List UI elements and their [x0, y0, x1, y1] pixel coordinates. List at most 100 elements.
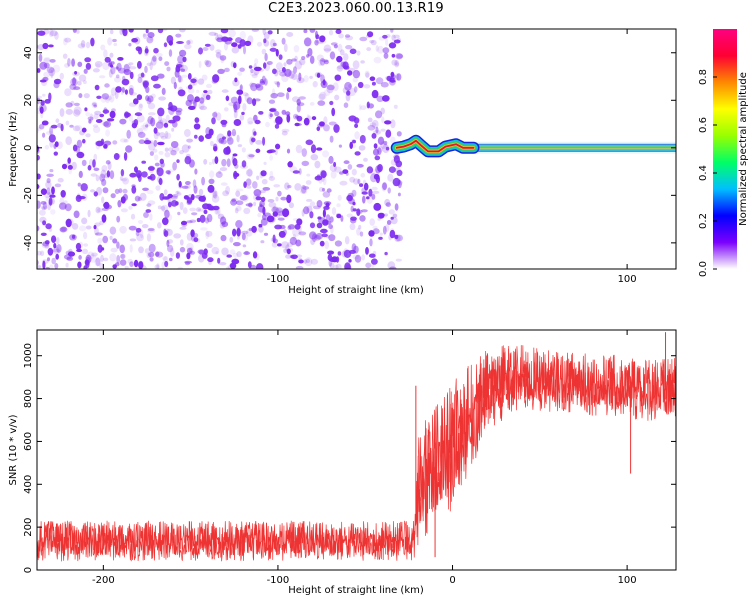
- noise-blob: [344, 34, 351, 38]
- noise-blob: [309, 102, 315, 106]
- noise-blob: [136, 127, 144, 135]
- noise-blob: [336, 213, 342, 219]
- noise-blob: [237, 144, 243, 148]
- noise-blob: [156, 167, 160, 173]
- noise-blob: [124, 111, 130, 119]
- noise-blob: [124, 89, 128, 95]
- noise-blob: [116, 215, 121, 223]
- noise-blob: [309, 75, 313, 79]
- noise-blob: [60, 123, 64, 132]
- noise-blob: [382, 34, 388, 39]
- noise-blob: [384, 224, 390, 232]
- noise-blob: [220, 182, 228, 186]
- noise-blob: [205, 230, 213, 237]
- noise-blob: [99, 262, 104, 269]
- noise-blob: [37, 44, 45, 51]
- noise-blob: [40, 250, 45, 257]
- noise-blob: [74, 124, 83, 132]
- noise-blob: [382, 47, 390, 54]
- noise-blob: [150, 75, 159, 82]
- noise-blob: [186, 220, 193, 224]
- noise-blob: [322, 209, 326, 218]
- noise-blob: [371, 119, 379, 129]
- noise-blob: [152, 148, 158, 153]
- noise-blob: [351, 168, 357, 176]
- noise-blob: [211, 117, 216, 125]
- noise-blob: [305, 180, 312, 185]
- noise-blob: [103, 120, 112, 128]
- noise-blob: [164, 147, 169, 152]
- noise-blob: [42, 260, 46, 269]
- noise-blob: [194, 168, 198, 175]
- noise-blob: [361, 209, 368, 213]
- noise-blob: [378, 36, 386, 41]
- noise-blob: [269, 170, 274, 179]
- noise-blob: [164, 260, 169, 268]
- noise-blob: [318, 93, 326, 101]
- noise-blob: [201, 176, 206, 186]
- noise-blob: [348, 84, 352, 89]
- noise-blob: [119, 225, 127, 234]
- noise-blob: [60, 190, 66, 198]
- noise-blob: [236, 134, 240, 143]
- noise-blob: [76, 151, 85, 159]
- noise-blob: [269, 47, 277, 52]
- noise-blob: [255, 83, 261, 89]
- noise-blob: [241, 233, 246, 241]
- noise-blob: [215, 251, 219, 255]
- y-tick-label: 800: [23, 389, 34, 408]
- noise-blob: [390, 216, 394, 220]
- noise-blob: [231, 258, 240, 265]
- noise-blob: [146, 190, 154, 195]
- noise-blob: [136, 233, 145, 242]
- noise-blob: [42, 202, 48, 210]
- noise-blob: [40, 100, 45, 106]
- noise-blob: [359, 231, 364, 237]
- noise-blob: [40, 112, 44, 119]
- noise-blob: [109, 235, 113, 240]
- noise-blob: [228, 29, 237, 38]
- noise-blob: [186, 197, 193, 204]
- noise-blob: [143, 82, 148, 89]
- noise-blob: [73, 210, 80, 219]
- noise-blob: [391, 59, 398, 66]
- noise-blob: [281, 130, 288, 136]
- spectrogram-noise-region: [37, 29, 404, 269]
- noise-blob: [218, 170, 222, 174]
- noise-blob: [330, 225, 334, 234]
- noise-blob: [40, 188, 48, 195]
- noise-blob: [85, 41, 91, 49]
- noise-blob: [345, 45, 353, 50]
- noise-blob: [374, 155, 381, 161]
- noise-blob: [273, 206, 279, 211]
- noise-blob: [347, 70, 353, 76]
- y-tick-label: 20: [23, 94, 34, 107]
- noise-blob: [87, 209, 91, 218]
- noise-blob: [164, 151, 171, 158]
- noise-blob: [109, 170, 115, 180]
- noise-blob: [67, 157, 71, 164]
- noise-blob: [246, 228, 253, 237]
- noise-blob: [372, 228, 380, 235]
- noise-blob: [281, 128, 290, 133]
- noise-blob: [198, 60, 202, 69]
- noise-blob: [198, 47, 203, 55]
- noise-blob: [227, 130, 232, 137]
- x-tick-label: -100: [267, 575, 290, 586]
- noise-blob: [213, 146, 218, 152]
- noise-blob: [99, 173, 106, 182]
- noise-blob: [40, 201, 47, 205]
- noise-blob: [196, 89, 200, 94]
- noise-blob: [242, 244, 247, 248]
- noise-blob: [245, 169, 253, 177]
- noise-blob: [376, 95, 384, 103]
- noise-blob: [84, 107, 88, 112]
- noise-blob: [158, 56, 163, 62]
- noise-blob: [271, 241, 278, 248]
- noise-blob: [354, 254, 362, 263]
- noise-blob: [342, 169, 349, 175]
- noise-blob: [226, 266, 230, 269]
- noise-blob: [144, 45, 149, 55]
- noise-blob: [109, 253, 117, 262]
- noise-blob: [235, 200, 244, 206]
